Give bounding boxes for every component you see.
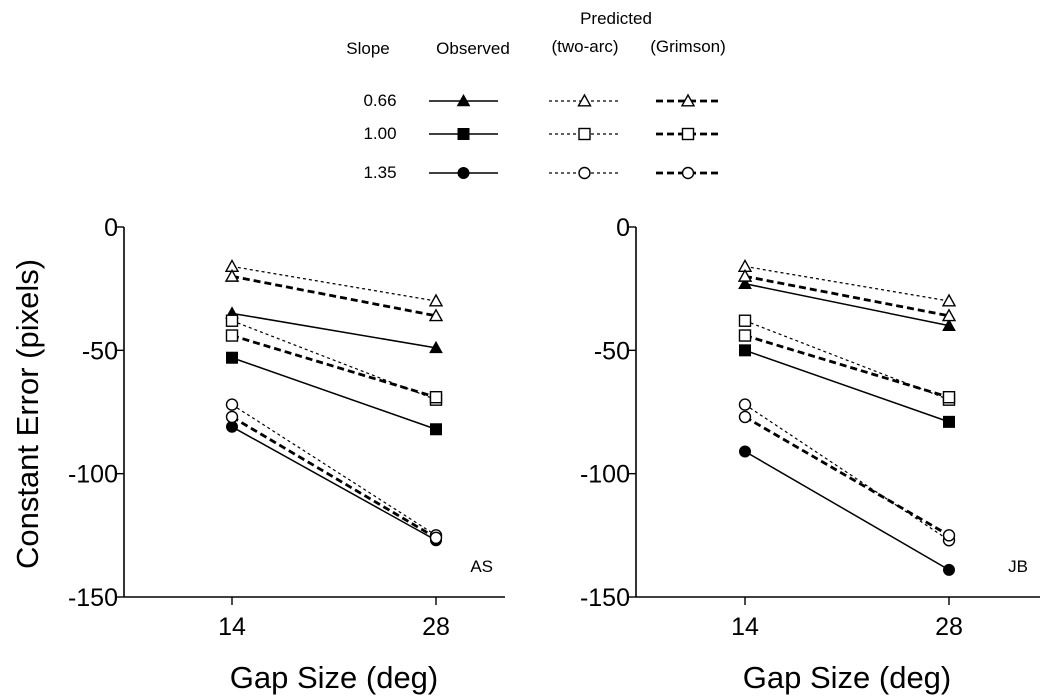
legend-square-marker	[681, 127, 695, 141]
data-point-triangle-grimson	[428, 308, 444, 322]
y-tick-label: -50	[82, 337, 118, 365]
data-point-circle-observed	[739, 445, 751, 458]
legend-header-predicted: Predicted	[580, 9, 652, 28]
series-line-1_35-grimson	[231, 415, 437, 540]
x-axis-title: Gap Size (deg)	[230, 660, 439, 695]
series-line-1_35-observed	[231, 426, 437, 541]
y-tick-label: -150	[68, 584, 118, 612]
legend-slope-label: 1.00	[363, 124, 396, 143]
data-point-circle-grimson	[429, 531, 443, 544]
x-tick-label: 14	[731, 613, 759, 641]
x-tick-label: 14	[218, 613, 246, 641]
series-line-0_66-grimson	[231, 274, 437, 318]
data-point-triangle-two-arc	[941, 293, 957, 307]
series-line-0_66-two-arc	[231, 265, 437, 302]
series-line-0_66-observed	[231, 312, 437, 349]
legend-slope-label: 0.66	[363, 91, 396, 110]
legend-circle-marker	[578, 166, 591, 180]
x-axis-title: Gap Size (deg)	[743, 660, 952, 695]
panel-label: JB	[1008, 557, 1028, 576]
legend-header-slope: Slope	[346, 39, 389, 58]
legend-triangle-marker	[680, 93, 696, 107]
legend-circle-marker	[681, 166, 695, 180]
legend-triangle-marker	[577, 93, 592, 107]
y-tick-label: 0	[104, 214, 118, 242]
y-tick-label: -50	[594, 337, 630, 365]
series-line-1_35-two-arc	[744, 404, 950, 541]
data-point-triangle-observed	[429, 340, 443, 354]
data-point-square-grimson	[942, 391, 956, 404]
series-line-0_66-grimson	[744, 274, 950, 318]
legend-slope-label: 1.35	[363, 163, 396, 182]
y-tick-label: 0	[616, 214, 630, 242]
data-point-triangle-grimson	[941, 308, 957, 322]
data-point-circle-grimson	[738, 410, 752, 424]
data-point-square-two-arc	[225, 314, 239, 327]
legend-header-observed: Observed	[436, 39, 510, 58]
legend-header-grimson: (Grimson)	[650, 37, 726, 56]
legend: Predicted Slope Observed (two-arc) (Grim…	[346, 9, 726, 182]
data-point-square-observed	[739, 344, 751, 357]
data-point-square-grimson	[225, 329, 239, 342]
panel-jb: 0 -50 -100 -150 14 28 Gap Size (deg) JB	[580, 214, 1040, 695]
data-point-square-grimson	[738, 329, 752, 342]
series-line-1_00-grimson	[744, 334, 950, 399]
data-point-triangle-grimson	[224, 268, 240, 282]
legend-square-marker	[457, 128, 470, 140]
data-point-square-observed	[430, 423, 442, 436]
x-tick-label: 28	[422, 613, 450, 641]
y-tick-label: -150	[580, 584, 630, 612]
data-point-circle-two-arc	[225, 398, 239, 411]
series-line-0_66-observed	[744, 282, 950, 327]
data-point-square-observed	[943, 415, 955, 428]
y-tick-label: -100	[580, 461, 630, 489]
data-point-triangle-two-arc	[428, 293, 444, 307]
data-point-circle-grimson	[942, 529, 956, 542]
series-line-1_35-observed	[744, 450, 950, 571]
legend-triangle-marker	[456, 93, 471, 107]
series-line-1_00-observed	[744, 349, 950, 423]
legend-circle-marker	[457, 167, 470, 179]
data-point-square-grimson	[429, 391, 443, 404]
series-line-1_35-two-arc	[231, 404, 437, 536]
data-point-square-observed	[226, 351, 238, 364]
data-point-triangle-grimson	[737, 268, 753, 282]
data-point-circle-two-arc	[738, 398, 752, 411]
series-line-1_35-grimson	[744, 415, 950, 537]
legend-header-two-arc: (two-arc)	[551, 37, 618, 56]
data-point-triangle-observed	[942, 318, 956, 331]
data-point-circle-grimson	[225, 410, 239, 424]
legend-square-marker	[578, 127, 591, 141]
x-tick-label: 28	[935, 613, 963, 641]
panel-as: 0 -50 -100 -150 14 28 Gap Size (deg) AS	[68, 214, 505, 695]
series-line-1_00-grimson	[231, 334, 437, 399]
data-point-triangle-observed	[738, 276, 752, 290]
series-line-0_66-two-arc	[744, 265, 950, 302]
data-point-circle-observed	[943, 563, 955, 576]
series-line-1_00-observed	[231, 357, 437, 430]
y-axis-title: Constant Error (pixels)	[10, 259, 45, 569]
panel-label: AS	[470, 557, 493, 576]
y-tick-label: -100	[68, 461, 118, 489]
data-point-square-two-arc	[738, 314, 752, 327]
